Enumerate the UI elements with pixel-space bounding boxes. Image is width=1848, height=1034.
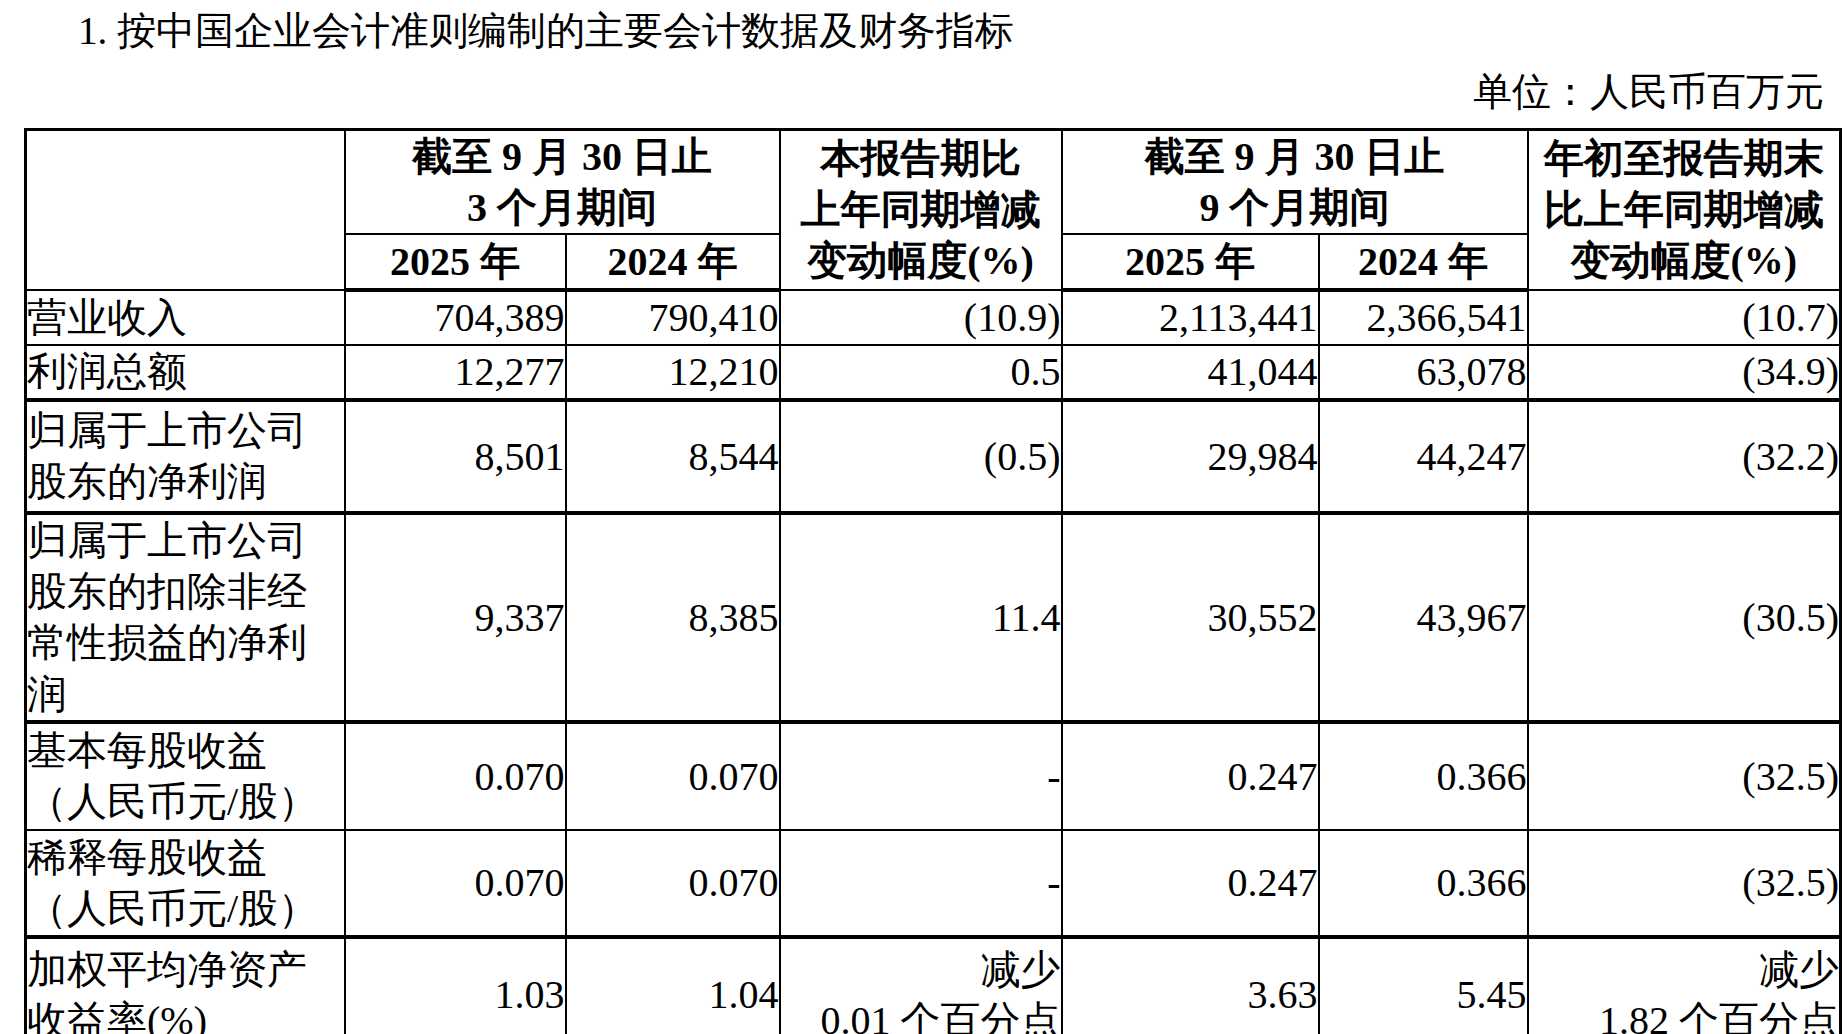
row-label: 基本每股收益 （人民币元/股） [26, 722, 345, 830]
cell-value: (30.5) [1528, 513, 1841, 722]
cell-value: 8,544 [566, 400, 780, 513]
row-label: 营业收入 [26, 290, 345, 345]
cell-value: 0.366 [1319, 830, 1528, 937]
cell-value: 11.4 [780, 513, 1062, 722]
cell-value: 9,337 [345, 513, 566, 722]
table-row: 稀释每股收益 （人民币元/股） 0.070 0.070 - 0.247 0.36… [26, 830, 1841, 937]
cell-value: 0.070 [566, 830, 780, 937]
cell-value: 41,044 [1062, 345, 1319, 400]
cell-value: 8,385 [566, 513, 780, 722]
cell-value: 43,967 [1319, 513, 1528, 722]
header-change-3m: 本报告期比 上年同期增减 变动幅度(%) [780, 129, 1062, 290]
cell-value: 0.366 [1319, 722, 1528, 830]
header-group-row: 截至 9 月 30 日止 3 个月期间 本报告期比 上年同期增减 变动幅度(%)… [26, 129, 1841, 234]
cell-value: 44,247 [1319, 400, 1528, 513]
header-period-3m: 截至 9 月 30 日止 3 个月期间 [345, 129, 780, 234]
cell-value: (34.9) [1528, 345, 1841, 400]
cell-value: 63,078 [1319, 345, 1528, 400]
unit-note: 单位：人民币百万元 [0, 69, 1824, 116]
cell-value: 2,113,441 [1062, 290, 1319, 345]
financial-data-table: 截至 9 月 30 日止 3 个月期间 本报告期比 上年同期增减 变动幅度(%)… [24, 128, 1842, 1034]
table-row: 利润总额 12,277 12,210 0.5 41,044 63,078 (34… [26, 345, 1841, 400]
cell-value: 2,366,541 [1319, 290, 1528, 345]
table-row: 归属于上市公司 股东的扣除非经 常性损益的净利 润 9,337 8,385 11… [26, 513, 1841, 722]
cell-value: 30,552 [1062, 513, 1319, 722]
cell-value: 1.03 [345, 937, 566, 1034]
cell-value: (0.5) [780, 400, 1062, 513]
table-row: 归属于上市公司 股东的净利润 8,501 8,544 (0.5) 29,984 … [26, 400, 1841, 513]
row-label: 稀释每股收益 （人民币元/股） [26, 830, 345, 937]
cell-value: 0.5 [780, 345, 1062, 400]
table-row: 加权平均净资产 收益率(%) 1.03 1.04 减少 0.01 个百分点 3.… [26, 937, 1841, 1034]
cell-value: 减少 1.82 个百分点 [1528, 937, 1841, 1034]
cell-value: 29,984 [1062, 400, 1319, 513]
header-change-ytd: 年初至报告期末 比上年同期增减 变动幅度(%) [1528, 129, 1841, 290]
cell-value: 0.247 [1062, 722, 1319, 830]
header-year-2024-3m: 2024 年 [566, 234, 780, 290]
header-year-2024-9m: 2024 年 [1319, 234, 1528, 290]
cell-value: 0.070 [345, 722, 566, 830]
header-period-9m: 截至 9 月 30 日止 9 个月期间 [1062, 129, 1528, 234]
cell-value: (10.9) [780, 290, 1062, 345]
header-year-2025-9m: 2025 年 [1062, 234, 1319, 290]
section-title: 1. 按中国企业会计准则编制的主要会计数据及财务指标 [78, 8, 1848, 55]
cell-value: 0.070 [345, 830, 566, 937]
header-year-2025-3m: 2025 年 [345, 234, 566, 290]
row-label: 归属于上市公司 股东的净利润 [26, 400, 345, 513]
cell-value: 减少 0.01 个百分点 [780, 937, 1062, 1034]
cell-value: 0.247 [1062, 830, 1319, 937]
cell-value: (32.5) [1528, 830, 1841, 937]
cell-value: 704,389 [345, 290, 566, 345]
cell-value: 8,501 [345, 400, 566, 513]
corner-cell [26, 129, 345, 290]
cell-value: 1.04 [566, 937, 780, 1034]
cell-value: 0.070 [566, 722, 780, 830]
cell-value: 3.63 [1062, 937, 1319, 1034]
cell-value: 5.45 [1319, 937, 1528, 1034]
cell-value: - [780, 722, 1062, 830]
row-label: 利润总额 [26, 345, 345, 400]
table-row: 营业收入 704,389 790,410 (10.9) 2,113,441 2,… [26, 290, 1841, 345]
row-label: 加权平均净资产 收益率(%) [26, 937, 345, 1034]
cell-value: 12,210 [566, 345, 780, 400]
cell-value: 790,410 [566, 290, 780, 345]
cell-value: (32.2) [1528, 400, 1841, 513]
cell-value: (32.5) [1528, 722, 1841, 830]
cell-value: 12,277 [345, 345, 566, 400]
row-label: 归属于上市公司 股东的扣除非经 常性损益的净利 润 [26, 513, 345, 722]
table-row: 基本每股收益 （人民币元/股） 0.070 0.070 - 0.247 0.36… [26, 722, 1841, 830]
cell-value: - [780, 830, 1062, 937]
cell-value: (10.7) [1528, 290, 1841, 345]
